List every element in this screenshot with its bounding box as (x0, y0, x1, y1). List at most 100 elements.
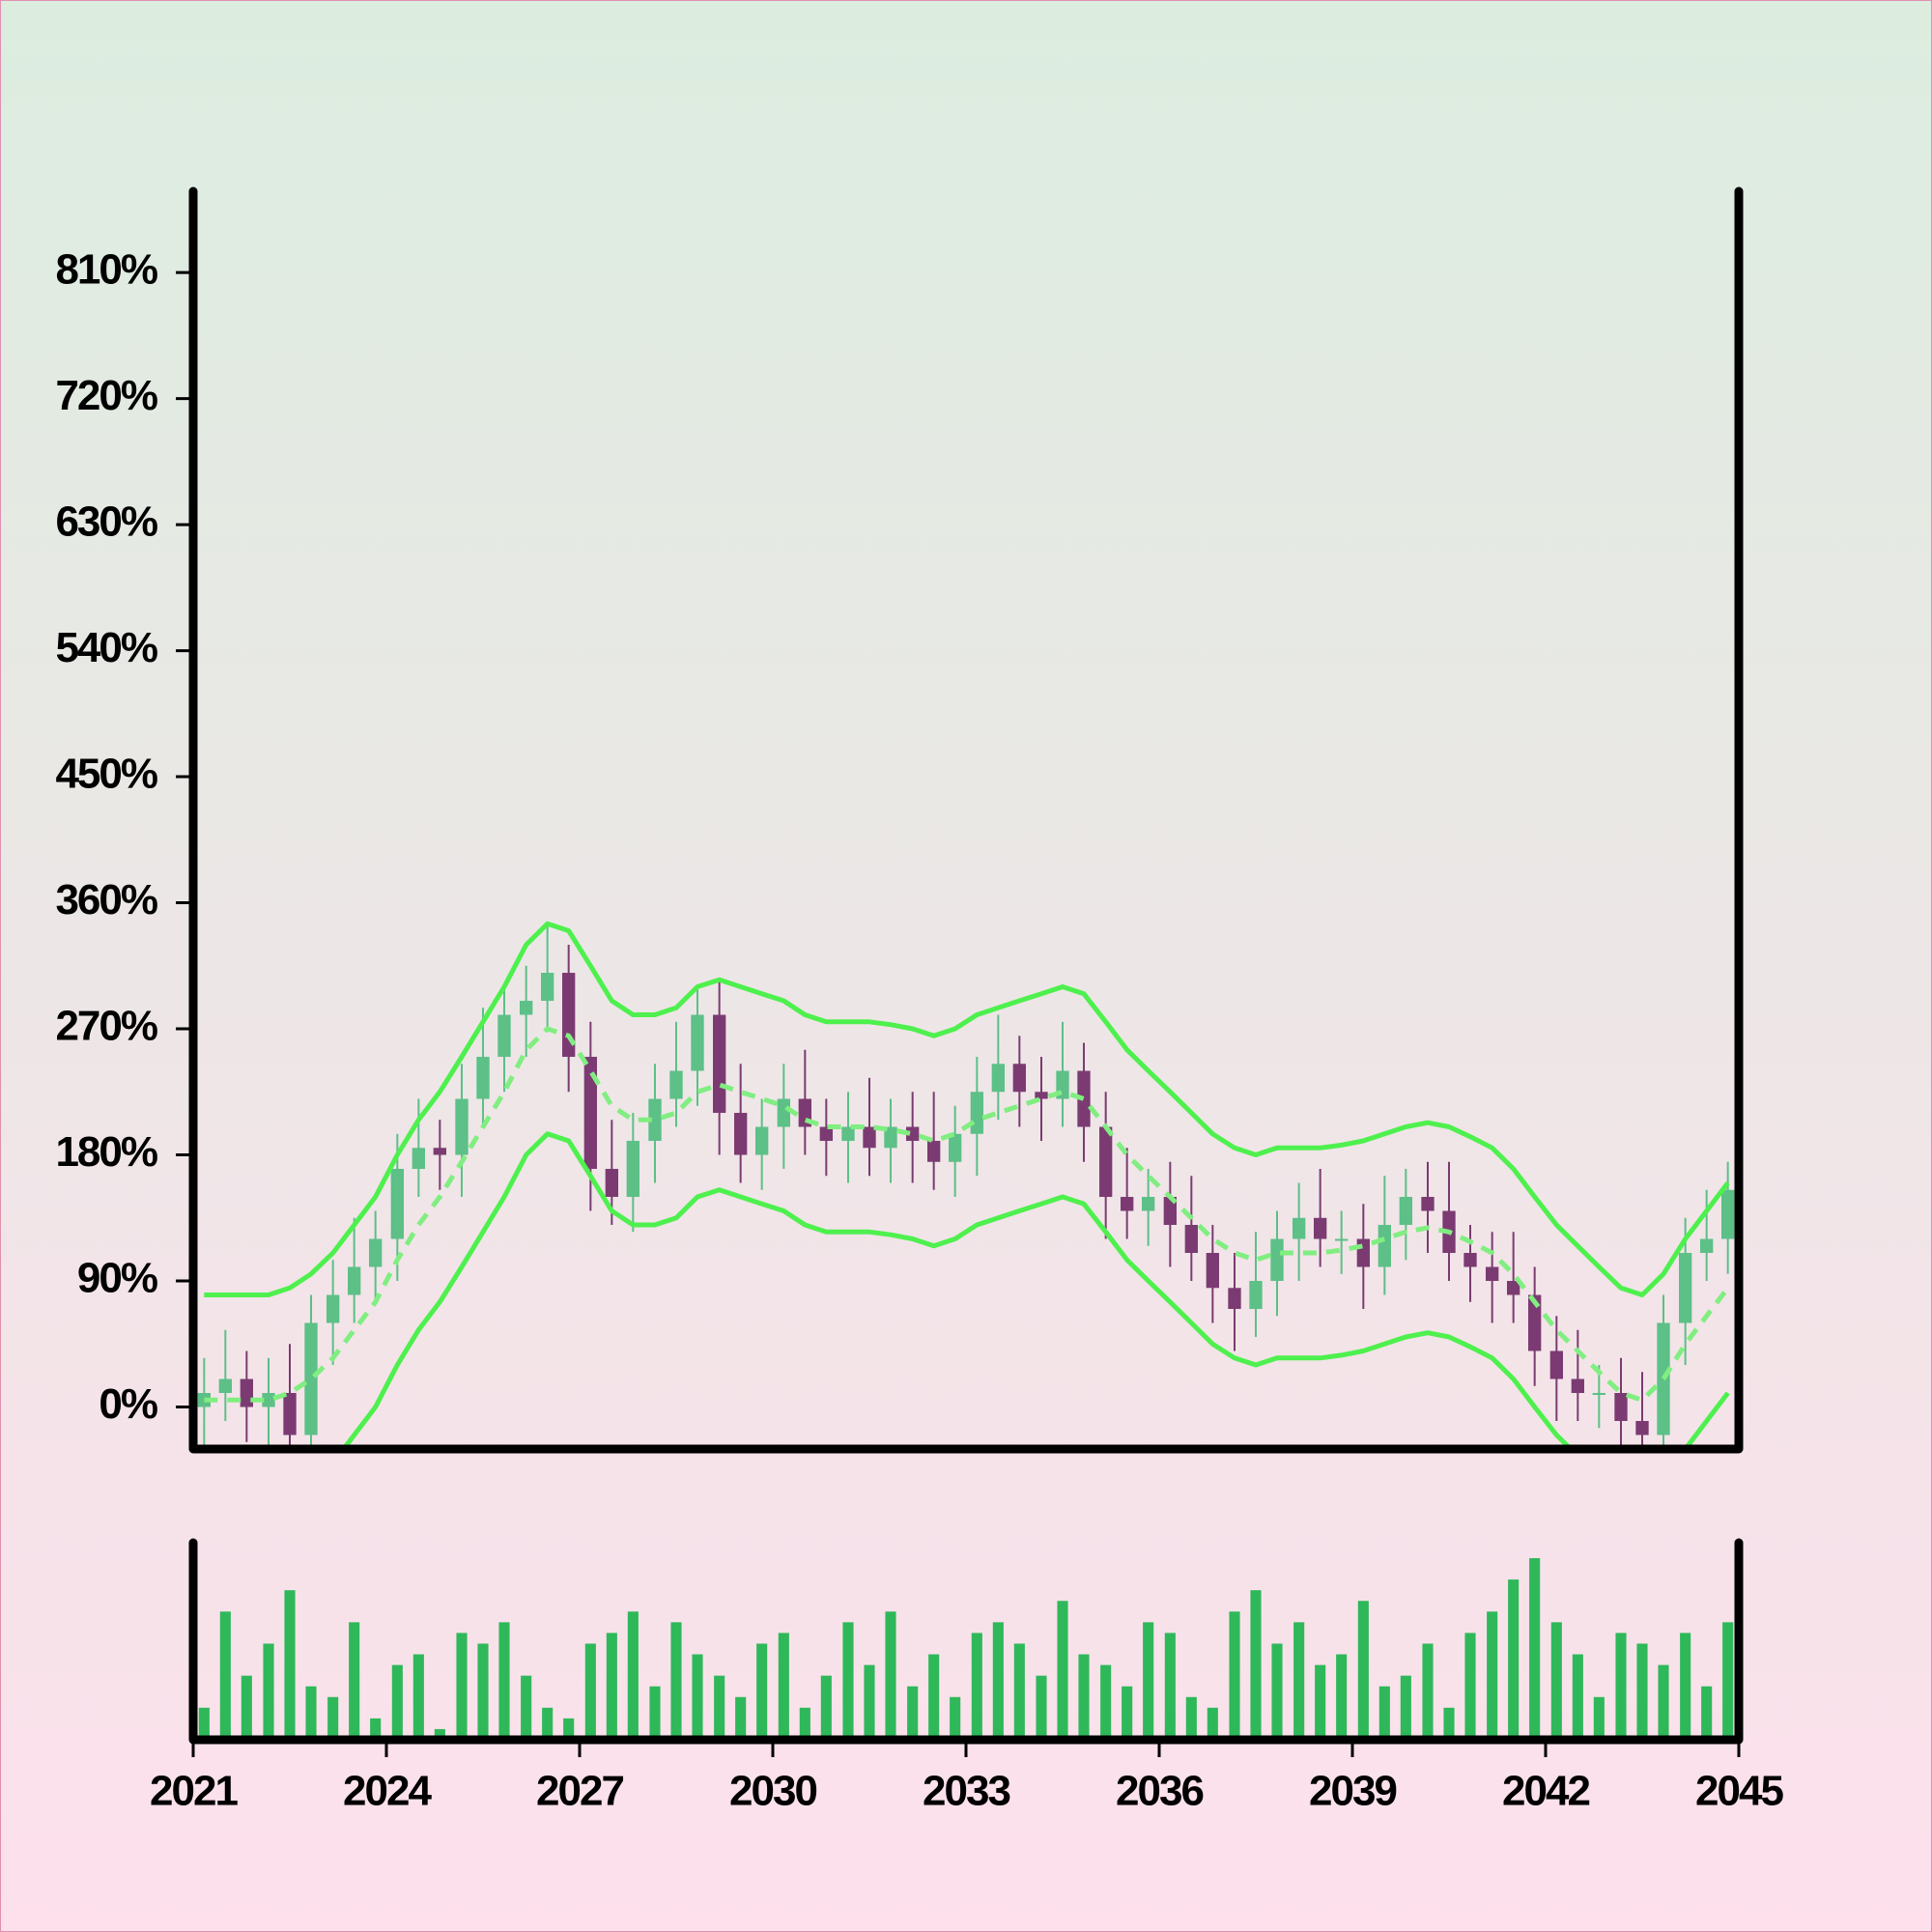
candle-body (626, 1141, 639, 1198)
volume-bar (1508, 1579, 1520, 1740)
volume-bar (1057, 1601, 1068, 1740)
volume-bar (1680, 1633, 1691, 1740)
volume-bar (971, 1633, 982, 1740)
volume-bar (584, 1643, 596, 1740)
volume-bar (627, 1611, 639, 1740)
candle-body (863, 1126, 876, 1149)
y-tick-label: 90% (77, 1255, 157, 1302)
volume-bar (370, 1718, 382, 1740)
volume-bar (1593, 1696, 1605, 1740)
candle-body (1035, 1092, 1048, 1099)
volume-bar (778, 1633, 789, 1740)
candle-body (1614, 1393, 1628, 1422)
volume-bar (284, 1590, 296, 1740)
volume-bar (606, 1633, 617, 1740)
candle-body (240, 1378, 253, 1407)
candle-body (1270, 1238, 1284, 1282)
candle-body (1314, 1217, 1327, 1239)
candle-body (755, 1126, 769, 1155)
candle-body (1099, 1126, 1113, 1198)
band-line (340, 1131, 1730, 1449)
candle-body (1142, 1197, 1155, 1211)
candle-body (1184, 1225, 1198, 1254)
volume-bar (842, 1622, 854, 1740)
volume-bar (1529, 1558, 1541, 1740)
candle-body (884, 1126, 897, 1149)
candle-body (906, 1126, 920, 1142)
candle-body (1206, 1253, 1219, 1289)
candle-body (1592, 1393, 1605, 1396)
volume-bar (1164, 1633, 1176, 1740)
volume-bar (649, 1686, 661, 1740)
y-tick-label: 180% (55, 1128, 156, 1176)
y-tick-label: 0% (99, 1380, 156, 1428)
x-tick-label: 2030 (729, 1768, 816, 1815)
volume-bar (219, 1611, 231, 1740)
volume-bar (1422, 1643, 1434, 1740)
candle-body (562, 973, 576, 1058)
candle-body (1421, 1197, 1435, 1211)
volume-bar (477, 1643, 489, 1740)
x-tick-label: 2036 (1116, 1768, 1203, 1815)
candle-body (476, 1057, 490, 1099)
volume-bar (542, 1707, 554, 1740)
candle-body (648, 1098, 662, 1142)
volume-bar (1357, 1601, 1369, 1740)
volume-bar (1293, 1622, 1305, 1740)
candle-body (218, 1378, 232, 1394)
candle-body (1571, 1378, 1584, 1394)
volume-bar (670, 1622, 682, 1740)
candle-body (327, 1294, 340, 1323)
volume-bar (1143, 1622, 1154, 1740)
band-line (204, 921, 1730, 1297)
candle-body (1121, 1197, 1134, 1211)
candle-body (497, 1014, 511, 1058)
volume-bar (1207, 1707, 1218, 1740)
x-tick-label: 2045 (1695, 1768, 1783, 1815)
volume-bar (1464, 1633, 1476, 1740)
volume-bar (434, 1728, 445, 1740)
volume-bar (263, 1643, 274, 1740)
plot-area (197, 921, 1735, 1449)
axes: 0% 90% 180% 270% 360% 450% 540% 630% 720% 810% 202… (55, 186, 1785, 1815)
volume-bar (1271, 1643, 1283, 1740)
volume-bar (1336, 1654, 1348, 1740)
candle-body (1293, 1217, 1306, 1239)
volume-bar (1550, 1622, 1562, 1740)
volume-bar (1443, 1707, 1455, 1740)
volume-bar (349, 1622, 360, 1740)
candle-body (734, 1113, 748, 1155)
candle-body (970, 1092, 983, 1134)
candle-body (1528, 1294, 1542, 1351)
candle-body (390, 1169, 404, 1239)
y-tick-label: 270% (55, 1003, 156, 1050)
y-tick-label: 540% (55, 624, 156, 671)
volume-bar (456, 1633, 468, 1740)
candle-body (1378, 1225, 1391, 1267)
volume-bar (1487, 1611, 1498, 1740)
volume-bar (327, 1696, 339, 1740)
candle-body (1249, 1281, 1263, 1310)
volume-bar (735, 1696, 747, 1740)
volume-bar (1315, 1664, 1326, 1740)
candle-body (1700, 1238, 1714, 1254)
candle-body (455, 1098, 469, 1155)
volume-bar (992, 1622, 1004, 1740)
candle-body (520, 1001, 533, 1015)
volume-bar (521, 1675, 532, 1740)
candle-body (433, 1148, 446, 1155)
volume-bar (498, 1622, 510, 1740)
candle-body (1679, 1253, 1692, 1323)
candle-body (412, 1148, 425, 1170)
candle-body (541, 973, 554, 1002)
candle-body (1635, 1421, 1649, 1435)
candle-body (927, 1141, 941, 1162)
candle-body (949, 1133, 962, 1162)
x-tick-label: 2039 (1309, 1768, 1396, 1815)
candle-body (841, 1126, 855, 1142)
candle-body (1486, 1266, 1499, 1282)
candle-body (1228, 1288, 1241, 1310)
volume-bar (885, 1611, 896, 1740)
volume-bar (1100, 1664, 1112, 1740)
